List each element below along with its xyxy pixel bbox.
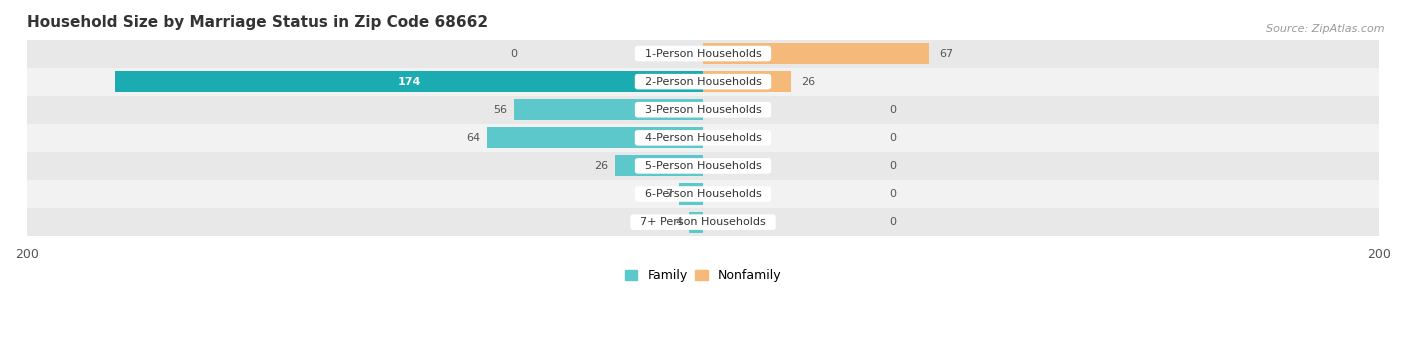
- Text: Source: ZipAtlas.com: Source: ZipAtlas.com: [1267, 24, 1385, 34]
- Bar: [513, 99, 703, 120]
- Bar: [689, 211, 703, 233]
- Bar: [703, 43, 929, 64]
- Legend: Family, Nonfamily: Family, Nonfamily: [620, 264, 786, 287]
- Bar: [614, 155, 703, 176]
- Text: 2-Person Households: 2-Person Households: [637, 76, 769, 87]
- Text: 4: 4: [676, 217, 683, 227]
- Bar: [115, 71, 703, 92]
- Text: Household Size by Marriage Status in Zip Code 68662: Household Size by Marriage Status in Zip…: [27, 15, 488, 30]
- Text: 0: 0: [889, 189, 896, 199]
- Text: 56: 56: [494, 105, 508, 115]
- Text: 0: 0: [889, 133, 896, 143]
- Text: 174: 174: [398, 76, 420, 87]
- Text: 26: 26: [801, 76, 815, 87]
- Text: 7: 7: [665, 189, 672, 199]
- Text: 4-Person Households: 4-Person Households: [637, 133, 769, 143]
- Text: 26: 26: [595, 161, 609, 171]
- Text: 6-Person Households: 6-Person Households: [638, 189, 768, 199]
- Text: 7+ Person Households: 7+ Person Households: [633, 217, 773, 227]
- Text: 67: 67: [939, 49, 953, 58]
- Bar: [27, 152, 1379, 180]
- Text: 1-Person Households: 1-Person Households: [638, 49, 768, 58]
- Text: 0: 0: [889, 161, 896, 171]
- Bar: [703, 71, 792, 92]
- Bar: [679, 184, 703, 205]
- Bar: [27, 96, 1379, 124]
- Bar: [27, 39, 1379, 68]
- Bar: [27, 68, 1379, 96]
- Bar: [27, 124, 1379, 152]
- Text: 0: 0: [889, 105, 896, 115]
- Text: 3-Person Households: 3-Person Households: [638, 105, 768, 115]
- Text: 5-Person Households: 5-Person Households: [638, 161, 768, 171]
- Bar: [486, 127, 703, 148]
- Text: 64: 64: [465, 133, 479, 143]
- Text: 0: 0: [889, 217, 896, 227]
- Bar: [27, 208, 1379, 236]
- Bar: [27, 180, 1379, 208]
- Text: 0: 0: [510, 49, 517, 58]
